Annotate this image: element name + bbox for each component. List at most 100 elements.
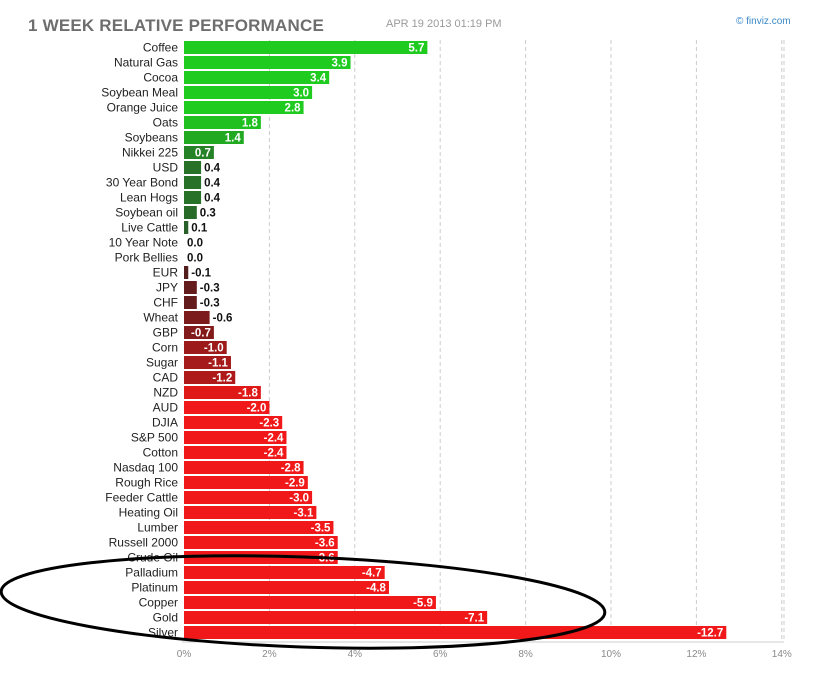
category-label: GBP	[153, 326, 178, 340]
x-tick-label: 12%	[686, 649, 706, 660]
category-label: 10 Year Note	[109, 236, 179, 250]
category-label: JPY	[156, 281, 178, 295]
value-label: -3.5	[311, 523, 331, 535]
x-tick-label: 6%	[433, 649, 448, 660]
x-tick-label: 2%	[262, 649, 277, 660]
category-label: Copper	[139, 596, 178, 610]
chart-title: 1 WEEK RELATIVE PERFORMANCE	[28, 16, 324, 35]
value-label: -0.6	[213, 313, 233, 325]
value-label: 0.4	[204, 163, 221, 175]
category-label: Nikkei 225	[122, 146, 178, 160]
x-tick-label: 8%	[518, 649, 533, 660]
value-label: -0.1	[191, 268, 211, 280]
category-label: Coffee	[143, 41, 178, 55]
value-labels: 5.7 3.9 3.43.0 2.8 1.81.4 0.7 0.4 0.4 0.4 0.3 0.1 0…	[187, 43, 723, 640]
bar	[184, 491, 313, 504]
category-label: Palladium	[125, 566, 178, 580]
x-tick-label: 10%	[601, 649, 621, 660]
category-label: AUD	[153, 401, 179, 415]
value-label: -0.3	[200, 298, 220, 310]
category-label: S&P 500	[131, 431, 178, 445]
bar	[184, 356, 231, 369]
category-label: Orange Juice	[107, 101, 179, 115]
category-label: Wheat	[143, 311, 178, 325]
value-label: -2.4	[264, 448, 284, 460]
category-label: CHF	[153, 296, 178, 310]
value-label: 0.1	[191, 223, 208, 235]
category-label: Soybean oil	[115, 206, 178, 220]
category-label: Pork Bellies	[115, 251, 178, 265]
value-label: 0.7	[195, 148, 211, 160]
category-label: Soybeans	[125, 131, 178, 145]
category-label: Natural Gas	[114, 56, 178, 70]
category-label: Russell 2000	[109, 536, 179, 550]
category-label: NZD	[153, 386, 178, 400]
bar	[184, 86, 313, 99]
bar	[184, 581, 389, 594]
value-label: 0.0	[187, 238, 203, 250]
bar	[184, 41, 428, 54]
category-label: Heating Oil	[119, 506, 178, 520]
brand-link[interactable]: © finviz.com	[736, 16, 791, 27]
value-label: -2.8	[281, 463, 301, 475]
bar	[184, 401, 270, 414]
x-tick-label: 0%	[177, 649, 192, 660]
value-label: 0.4	[204, 178, 221, 190]
bar	[184, 161, 202, 174]
category-label: Corn	[152, 341, 178, 355]
bar	[184, 176, 202, 189]
bar	[184, 431, 287, 444]
value-label: -0.3	[200, 283, 220, 295]
bar	[184, 626, 727, 639]
category-label: Live Cattle	[121, 221, 178, 235]
bar	[184, 191, 202, 204]
value-label: -1.8	[238, 388, 258, 400]
category-label: 30 Year Bond	[106, 176, 178, 190]
value-label: 3.4	[310, 73, 327, 85]
bar	[184, 116, 261, 129]
category-label: Cotton	[143, 446, 178, 460]
bar	[184, 446, 287, 459]
value-label: -7.1	[464, 613, 484, 625]
bar	[184, 341, 227, 354]
value-label: -4.7	[362, 568, 382, 580]
bar	[184, 461, 304, 474]
value-label: 0.4	[204, 193, 221, 205]
value-label: -2.4	[264, 433, 284, 445]
bar	[184, 221, 189, 234]
category-label: Lumber	[137, 521, 178, 535]
value-label: -3.1	[294, 508, 314, 520]
value-label: 3.9	[332, 58, 348, 70]
value-label: -3.6	[315, 538, 335, 550]
category-label: Gold	[153, 611, 178, 625]
bar	[184, 386, 261, 399]
value-label: 0.3	[200, 208, 216, 220]
bar	[184, 476, 308, 489]
value-label: 0.0	[187, 253, 203, 265]
bar	[184, 311, 210, 324]
value-label: -0.7	[191, 328, 211, 340]
bar	[184, 326, 214, 339]
annotation-ellipse	[0, 554, 607, 650]
bar	[184, 296, 197, 309]
value-label: -4.8	[366, 583, 386, 595]
category-label: Platinum	[131, 581, 178, 595]
bar	[184, 71, 330, 84]
value-label: 5.7	[408, 43, 424, 55]
value-label: -2.3	[259, 418, 279, 430]
value-label: -12.7	[697, 628, 723, 640]
x-tick-label: 14%	[772, 649, 792, 660]
bar	[184, 416, 283, 429]
value-label: -2.9	[285, 478, 305, 490]
bars-group	[184, 41, 727, 639]
value-label: 3.0	[293, 88, 309, 100]
category-label: DJIA	[152, 416, 178, 430]
category-label: Oats	[153, 116, 178, 130]
category-label: Lean Hogs	[120, 191, 178, 205]
category-label: Feeder Cattle	[105, 491, 178, 505]
bar	[184, 101, 304, 114]
value-label: -3.0	[289, 493, 309, 505]
category-label: Soybean Meal	[101, 86, 178, 100]
